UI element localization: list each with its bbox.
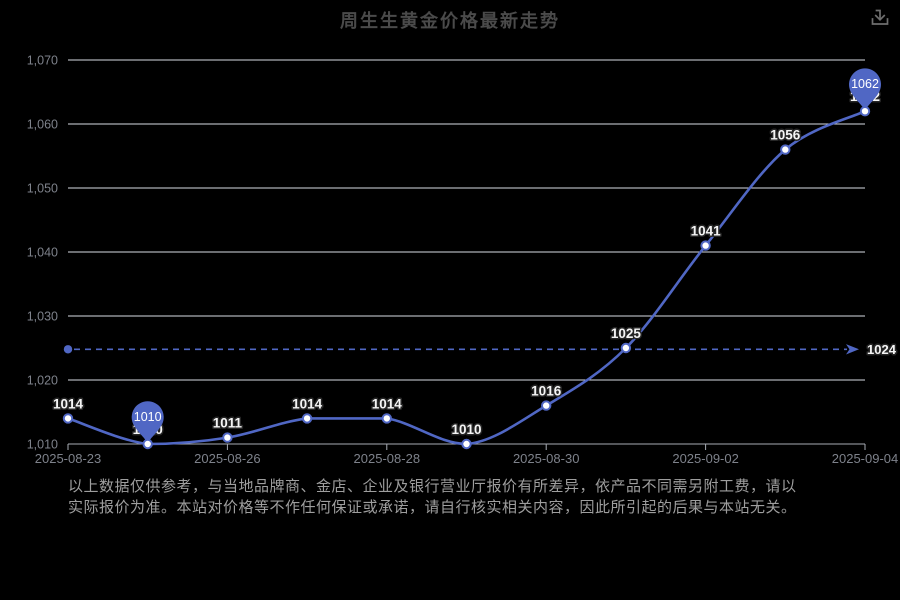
data-point-label: 1014	[372, 396, 403, 411]
pin-value-label: 1010	[134, 410, 162, 424]
markline-start-dot	[63, 345, 73, 354]
min-value-pin-marker[interactable]: 1010	[131, 401, 164, 444]
data-point-labels: 1014 1010 1011 1014 1014 1010 1016 1025 1041 1056…	[51, 88, 881, 439]
data-point[interactable]	[780, 144, 791, 155]
data-point-label: 1056	[770, 128, 801, 143]
data-point[interactable]	[222, 432, 233, 443]
y-axis-label: 1,020	[27, 374, 58, 388]
average-markline: 1024	[63, 340, 898, 358]
data-point-label: 1014	[53, 396, 84, 411]
data-point[interactable]	[859, 106, 871, 117]
y-axis-label: 1,070	[27, 54, 58, 68]
x-axis-label: 2025-08-30	[513, 451, 580, 466]
data-point[interactable]	[461, 438, 472, 450]
y-axis-label: 1,050	[27, 182, 58, 196]
y-axis-label: 1,010	[27, 438, 58, 452]
data-point-label: 1014	[292, 396, 323, 411]
y-axis-label: 1,060	[27, 118, 58, 132]
download-icon	[871, 9, 889, 25]
data-point[interactable]	[700, 240, 711, 251]
data-point-label: 1016	[531, 384, 562, 399]
y-axis-label: 1,040	[27, 246, 58, 260]
data-point[interactable]	[62, 413, 74, 424]
data-point-label: 1025	[611, 326, 642, 341]
data-point-label: 1011	[213, 416, 243, 431]
x-axis-label: 2025-08-26	[194, 451, 261, 466]
y-axis-label: 1,030	[27, 310, 58, 324]
x-axis-label: 2025-08-28	[354, 451, 421, 466]
data-points	[62, 106, 871, 450]
markline-arrow-icon	[846, 344, 859, 355]
data-point-label: 1041	[691, 224, 722, 239]
markline-value-label: 1024	[867, 342, 897, 357]
x-axis-label: 2025-08-23	[35, 451, 102, 466]
disclaimer-line-1: 以上数据仅供参考，与当地品牌商、金店、企业及银行营业厅报价有所差异，依产品不同需…	[68, 478, 797, 495]
disclaimer-text: 以上数据仅供参考，与当地品牌商、金店、企业及银行营业厅报价有所差异，依产品不同需…	[68, 476, 858, 518]
save-image-button[interactable]	[866, 4, 894, 32]
pin-icon	[131, 401, 164, 444]
data-point[interactable]	[381, 413, 392, 424]
chart-title: 周生生黄金价格最新走势	[340, 11, 560, 31]
x-axis-label: 2025-09-04	[832, 451, 899, 466]
max-value-pin-marker[interactable]: 1062	[849, 68, 881, 112]
data-point[interactable]	[142, 438, 153, 450]
price-line-series	[66, 109, 867, 446]
data-point[interactable]	[301, 413, 313, 424]
x-axis-label: 2025-09-02	[672, 451, 739, 466]
data-point[interactable]	[541, 400, 552, 411]
data-point-label: 1010	[451, 422, 481, 437]
pin-icon	[849, 68, 881, 112]
pin-value-label: 1062	[851, 77, 879, 91]
y-gridlines: 1,010 1,020 1,030 1,040 1,050 1,060 1,070	[27, 54, 865, 452]
data-point[interactable]	[620, 342, 632, 354]
disclaimer-line-2: 实际报价为准。本站对价格等不作任何保证或承诺，请自行核实相关内容，因此所引起的后…	[68, 499, 797, 516]
